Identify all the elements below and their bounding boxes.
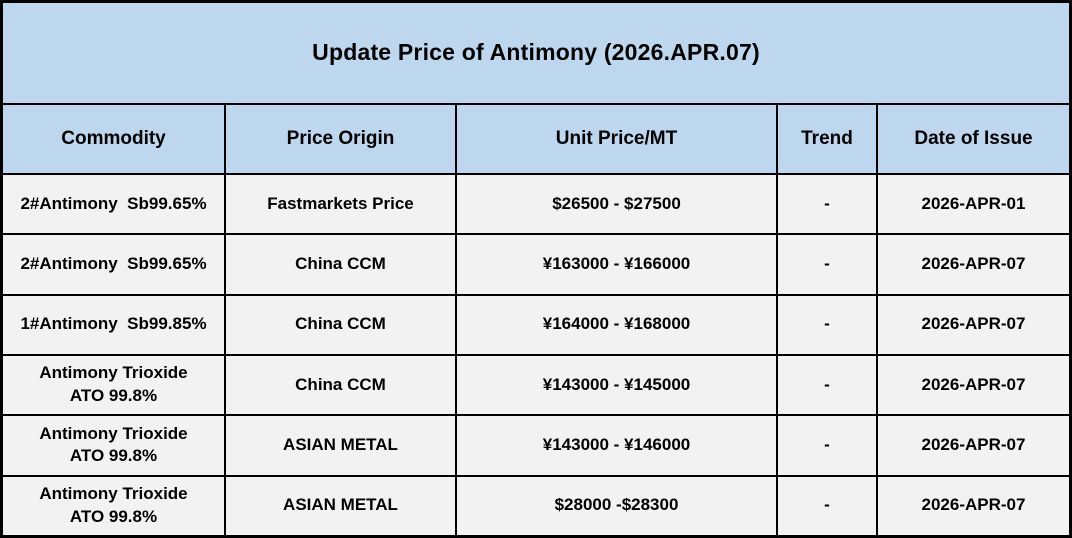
unit-price-cell: $26500 - $27500 [457, 175, 776, 234]
commodity-cell: Antimony Trioxide ATO 99.8% [3, 416, 224, 475]
commodity-cell: Antimony Trioxide ATO 99.8% [3, 355, 224, 415]
trend-cell: - [778, 235, 876, 294]
price-origin-cell: Fastmarkets Price [226, 175, 455, 234]
commodity-cell: 2#Antimony Sb99.65% [3, 175, 224, 234]
price-origin-cell: ASIAN METAL [226, 476, 455, 535]
table-title: Update Price of Antimony (2026.APR.07) [3, 3, 1069, 103]
trend-cell: - [778, 476, 876, 535]
price-origin-cell: China CCM [226, 295, 455, 354]
commodity-cell: Antimony Trioxide ATO 99.8% [3, 476, 224, 535]
unit-price-cell: ¥143000 - ¥146000 [457, 416, 776, 475]
unit-price-cell: ¥143000 - ¥145000 [457, 355, 776, 415]
column-header-trend: Trend [778, 105, 876, 173]
date-cell: 2026-APR-07 [878, 295, 1069, 354]
trend-cell: - [778, 295, 876, 354]
date-cell: 2026-APR-07 [878, 235, 1069, 294]
price-origin-cell: China CCM [226, 355, 455, 415]
trend-cell: - [778, 355, 876, 415]
commodity-cell: 1#Antimony Sb99.85% [3, 295, 224, 354]
date-cell: 2026-APR-07 [878, 355, 1069, 415]
trend-cell: - [778, 416, 876, 475]
price-origin-cell: ASIAN METAL [226, 416, 455, 475]
trend-cell: - [778, 175, 876, 234]
date-cell: 2026-APR-07 [878, 416, 1069, 475]
column-header-date-of-issue: Date of Issue [878, 105, 1069, 173]
unit-price-cell: ¥163000 - ¥166000 [457, 235, 776, 294]
unit-price-cell: $28000 -$28300 [457, 476, 776, 535]
price-origin-cell: China CCM [226, 235, 455, 294]
column-header-unit-price: Unit Price/MT [457, 105, 776, 173]
column-header-commodity: Commodity [3, 105, 224, 173]
date-cell: 2026-APR-07 [878, 476, 1069, 535]
date-cell: 2026-APR-01 [878, 175, 1069, 234]
commodity-cell: 2#Antimony Sb99.65% [3, 235, 224, 294]
unit-price-cell: ¥164000 - ¥168000 [457, 295, 776, 354]
column-header-price-origin: Price Origin [226, 105, 455, 173]
